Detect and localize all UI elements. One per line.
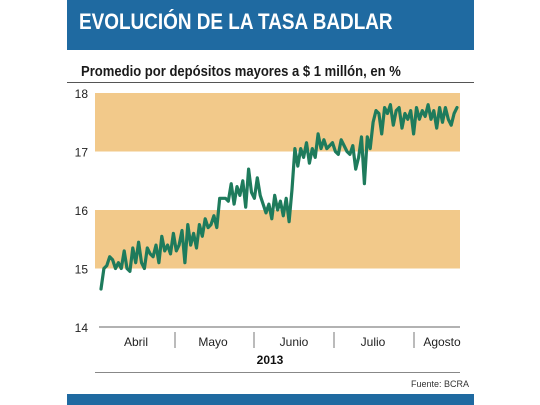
source-note: Fuente: BCRA xyxy=(410,379,469,389)
shaded-band-1 xyxy=(95,93,460,152)
y-tick-label: 17 xyxy=(75,146,89,160)
x-tick-label-agosto: Agosto xyxy=(423,335,461,349)
y-tick-label: 16 xyxy=(75,204,89,218)
subtitle-divider xyxy=(67,82,474,83)
x-tick-label-julio: Julio xyxy=(361,335,386,349)
year-label: 2013 xyxy=(256,353,284,367)
x-tick-label-mayo: Mayo xyxy=(198,335,228,349)
y-tick-label: 15 xyxy=(75,263,89,277)
title-bar: EVOLUCIÓN DE LA TASA BADLAR xyxy=(67,0,474,50)
chart-title: EVOLUCIÓN DE LA TASA BADLAR xyxy=(79,9,393,34)
y-tick-label: 14 xyxy=(75,321,89,335)
y-tick-label: 18 xyxy=(75,87,89,101)
x-tick-label-junio: Junio xyxy=(280,335,309,349)
chart-subtitle: Promedio por depósitos mayores a $ 1 mil… xyxy=(81,64,401,80)
shaded-band-0 xyxy=(95,210,460,269)
series-line-badlar xyxy=(99,103,459,291)
bottom-bar xyxy=(67,394,474,405)
year-divider xyxy=(95,372,460,373)
x-tick-label-abril: Abril xyxy=(124,335,148,349)
